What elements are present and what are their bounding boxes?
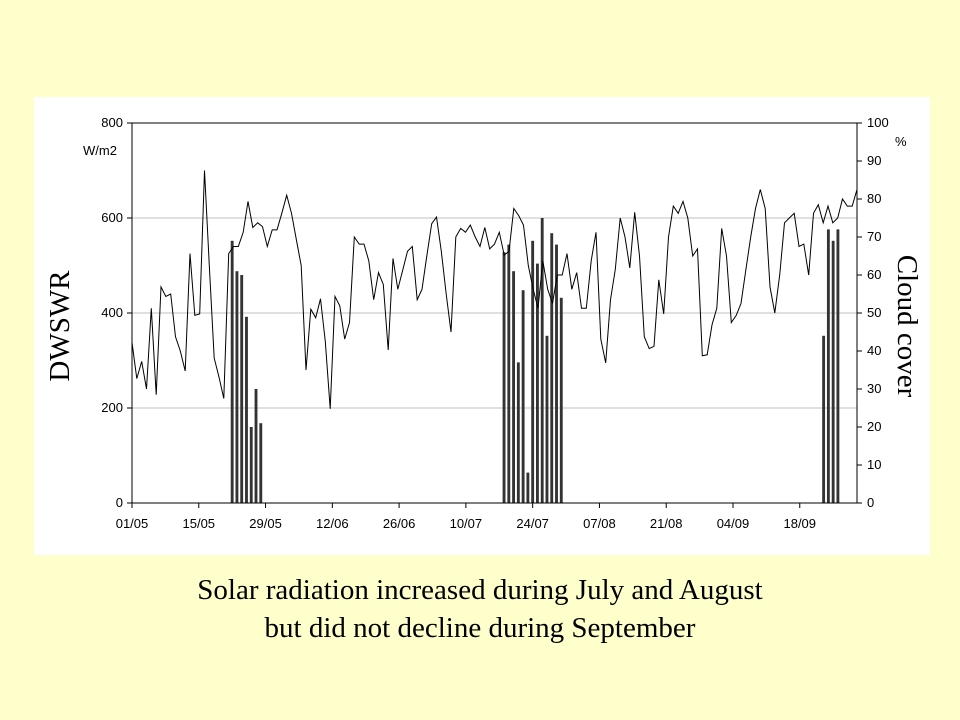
cloud-cover-bar [512,271,516,503]
cloud-cover-bar [545,335,549,503]
x-tick-label: 29/05 [249,516,282,531]
x-tick-label: 04/09 [717,516,750,531]
cloud-cover-bar [249,427,253,503]
left-tick-label: 800 [101,115,123,130]
cloud-cover-bar [230,240,234,504]
right-tick-label: 40 [867,343,881,358]
right-tick-label: 60 [867,267,881,282]
right-tick-label: 20 [867,419,881,434]
cloud-cover-bar [826,229,830,503]
cloud-cover-bar [822,335,826,503]
x-tick-label: 21/08 [650,516,683,531]
right-axis-title: Cloud cover [891,255,923,398]
right-tick-label: 80 [867,191,881,206]
right-axis: 0 10 20 30 40 50 60 70 80 90 100 [857,115,889,510]
cloud-cover-bar [540,218,544,503]
right-tick-label: 90 [867,153,881,168]
right-tick-label: 10 [867,457,881,472]
right-tick-label: 70 [867,229,881,244]
dwswr-line-layer [131,170,858,409]
right-unit-label: % [895,134,907,149]
grid-lines [132,217,857,409]
left-tick-label: 0 [116,495,123,510]
x-tick-label: 12/06 [316,516,349,531]
left-tick-label: 200 [101,400,123,415]
right-tick-label: 50 [867,305,881,320]
cloud-cover-bar [516,362,520,503]
left-unit-label: W/m2 [83,143,117,158]
caption-line-2: but did not decline during September [264,612,696,644]
left-axis: 0 200 400 600 800 [101,115,132,510]
x-tick-label: 15/05 [183,516,216,531]
cloud-cover-bar [240,275,244,503]
x-axis: 01/05 15/05 29/05 12/06 26/06 10/07 24/07 07/08… [116,503,816,531]
cloud-cover-bar [259,423,263,503]
dwswr-line [131,170,858,409]
x-tick-label: 26/06 [383,516,416,531]
x-tick-label: 24/07 [516,516,549,531]
cloud-cover-bar [521,290,525,503]
left-axis-title: DWSWR [44,270,76,382]
cloud-cover-bar [535,263,539,503]
cloud-cover-bar [507,244,511,503]
cloud-cover-bars [230,218,840,504]
x-tick-label: 10/07 [450,516,483,531]
cloud-cover-bar [559,297,563,503]
x-tick-label: 01/05 [116,516,149,531]
chart-panel: 0 200 400 600 800 0 10 20 30 40 50 60 70 80 90 100 01/… [34,97,930,555]
cloud-cover-bar [526,472,530,503]
caption-line-1: Solar radiation increased during July an… [197,574,763,606]
x-tick-label: 07/08 [583,516,616,531]
cloud-cover-bar [502,252,506,503]
cloud-cover-bar [555,244,558,503]
cloud-cover-bar [831,240,835,504]
cloud-cover-bar [245,316,248,503]
cloud-cover-bar [836,229,840,503]
cloud-cover-bar [550,233,554,503]
right-tick-label: 100 [867,115,889,130]
left-tick-label: 600 [101,210,123,225]
right-tick-label: 30 [867,381,881,396]
cloud-cover-bar [235,271,239,503]
cloud-cover-bar [531,240,535,504]
right-tick-label: 0 [867,495,874,510]
chart: 0 200 400 600 800 0 10 20 30 40 50 60 70 80 90 100 01/… [44,115,923,531]
left-tick-label: 400 [101,305,123,320]
x-tick-label: 18/09 [783,516,816,531]
cloud-cover-bar [254,389,258,503]
